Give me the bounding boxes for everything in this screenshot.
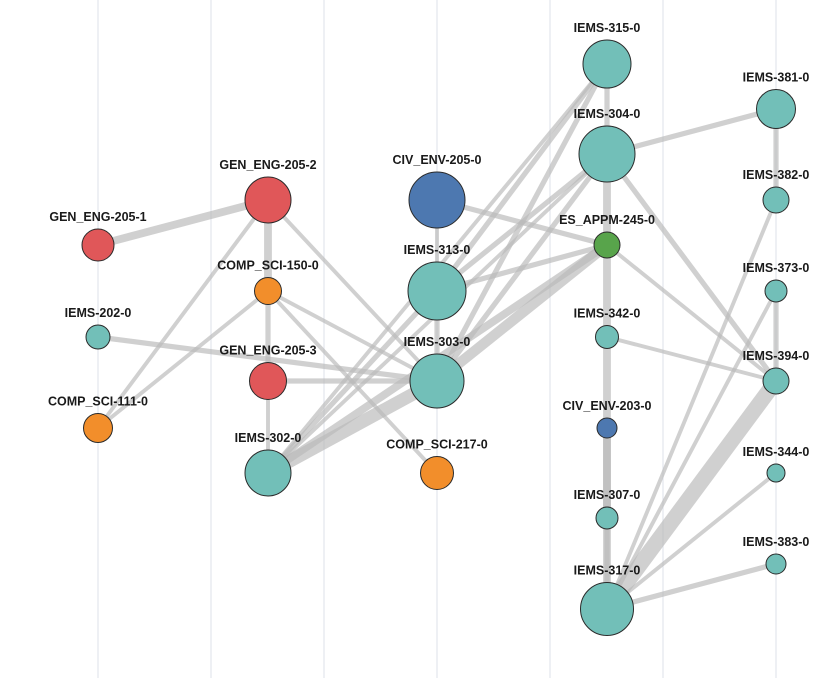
node-GEN_ENG-205-3[interactable] <box>249 362 287 400</box>
node-IEMS-394-0[interactable] <box>762 367 790 395</box>
node-COMP_SCI-217-0[interactable] <box>420 456 454 490</box>
edge-IEMS-302-0--IEMS-313-0 <box>266 289 439 475</box>
node-layer <box>81 39 796 636</box>
edge-COMP_SCI-111-0--COMP_SCI-150-0 <box>96 289 270 430</box>
node-label-IEMS-302-0: IEMS-302-0 <box>235 431 302 445</box>
node-IEMS-383-0[interactable] <box>765 553 787 575</box>
node-label-IEMS-342-0: IEMS-342-0 <box>574 307 641 321</box>
node-IEMS-373-0[interactable] <box>764 279 788 303</box>
edge-IEMS-304-0--IEMS-381-0 <box>606 106 777 157</box>
node-ES_APPM-245-0[interactable] <box>593 231 621 259</box>
node-IEMS-313-0[interactable] <box>407 261 467 321</box>
node-label-IEMS-315-0: IEMS-315-0 <box>574 21 641 35</box>
node-label-IEMS-394-0: IEMS-394-0 <box>743 349 810 363</box>
edge-COMP_SCI-111-0--GEN_ENG-205-2 <box>96 198 270 430</box>
edge-IEMS-342-0--IEMS-394-0 <box>606 335 777 383</box>
edge-IEMS-317-0--IEMS-382-0 <box>605 199 778 610</box>
label-layer: GEN_ENG-205-1 IEMS-202-0 COMP_SCI-111-0 GEN… <box>48 21 809 578</box>
edge-IEMS-313-0--IEMS-315-0 <box>434 62 610 293</box>
node-label-IEMS-317-0: IEMS-317-0 <box>574 564 641 578</box>
node-COMP_SCI-150-0[interactable] <box>254 277 282 305</box>
node-label-COMP_SCI-150-0: COMP_SCI-150-0 <box>217 259 318 273</box>
node-IEMS-342-0[interactable] <box>595 325 619 349</box>
node-label-IEMS-373-0: IEMS-373-0 <box>743 261 810 275</box>
node-IEMS-304-0[interactable] <box>578 125 636 183</box>
node-GEN_ENG-205-2[interactable] <box>244 176 292 224</box>
node-IEMS-315-0[interactable] <box>582 39 632 89</box>
node-label-IEMS-202-0: IEMS-202-0 <box>65 306 132 320</box>
edge-ES_APPM-245-0--IEMS-394-0 <box>605 243 778 383</box>
node-label-IEMS-303-0: IEMS-303-0 <box>404 335 471 349</box>
node-IEMS-302-0[interactable] <box>244 449 292 497</box>
node-label-CIV_ENV-205-0: CIV_ENV-205-0 <box>393 153 482 167</box>
node-IEMS-382-0[interactable] <box>762 186 790 214</box>
node-label-ES_APPM-245-0: ES_APPM-245-0 <box>559 213 655 227</box>
node-label-COMP_SCI-217-0: COMP_SCI-217-0 <box>386 438 487 452</box>
node-COMP_SCI-111-0[interactable] <box>83 413 113 443</box>
node-label-CIV_ENV-203-0: CIV_ENV-203-0 <box>563 399 652 413</box>
edge-IEMS-317-0--IEMS-383-0 <box>606 561 777 612</box>
edge-IEMS-303-0--IEMS-304-0 <box>434 152 610 383</box>
node-label-IEMS-381-0: IEMS-381-0 <box>743 71 810 85</box>
edge-IEMS-317-0--IEMS-394-0 <box>600 376 783 614</box>
node-label-GEN_ENG-205-3: GEN_ENG-205-3 <box>219 344 316 358</box>
node-IEMS-381-0[interactable] <box>756 89 796 129</box>
node-label-IEMS-304-0: IEMS-304-0 <box>574 107 641 121</box>
node-label-IEMS-313-0: IEMS-313-0 <box>404 243 471 257</box>
edge-GEN_ENG-205-2--IEMS-303-0 <box>266 198 439 383</box>
node-label-IEMS-383-0: IEMS-383-0 <box>743 535 810 549</box>
node-label-COMP_SCI-111-0: COMP_SCI-111-0 <box>48 395 148 409</box>
node-label-IEMS-344-0: IEMS-344-0 <box>743 445 810 459</box>
node-label-GEN_ENG-205-1: GEN_ENG-205-1 <box>49 210 146 224</box>
edge-IEMS-303-0--IEMS-315-0 <box>434 62 610 383</box>
edge-IEMS-303-0--ES_APPM-245-0 <box>433 240 611 386</box>
node-GEN_ENG-205-1[interactable] <box>81 228 115 262</box>
node-label-IEMS-307-0: IEMS-307-0 <box>574 488 641 502</box>
node-CIV_ENV-203-0[interactable] <box>596 417 618 439</box>
edge-GEN_ENG-205-1--GEN_ENG-205-2 <box>97 196 269 249</box>
node-CIV_ENV-205-0[interactable] <box>408 171 466 229</box>
edge-COMP_SCI-150-0--IEMS-303-0 <box>267 289 438 383</box>
node-IEMS-303-0[interactable] <box>409 353 465 409</box>
node-IEMS-344-0[interactable] <box>766 463 786 483</box>
node-IEMS-307-0[interactable] <box>595 506 619 530</box>
node-IEMS-202-0[interactable] <box>85 324 111 350</box>
node-label-IEMS-382-0: IEMS-382-0 <box>743 168 810 182</box>
edge-IEMS-317-0--IEMS-373-0 <box>605 290 778 610</box>
node-IEMS-317-0[interactable] <box>580 582 634 636</box>
edge-IEMS-317-0--IEMS-344-0 <box>605 471 778 611</box>
node-label-GEN_ENG-205-2: GEN_ENG-205-2 <box>219 158 316 172</box>
